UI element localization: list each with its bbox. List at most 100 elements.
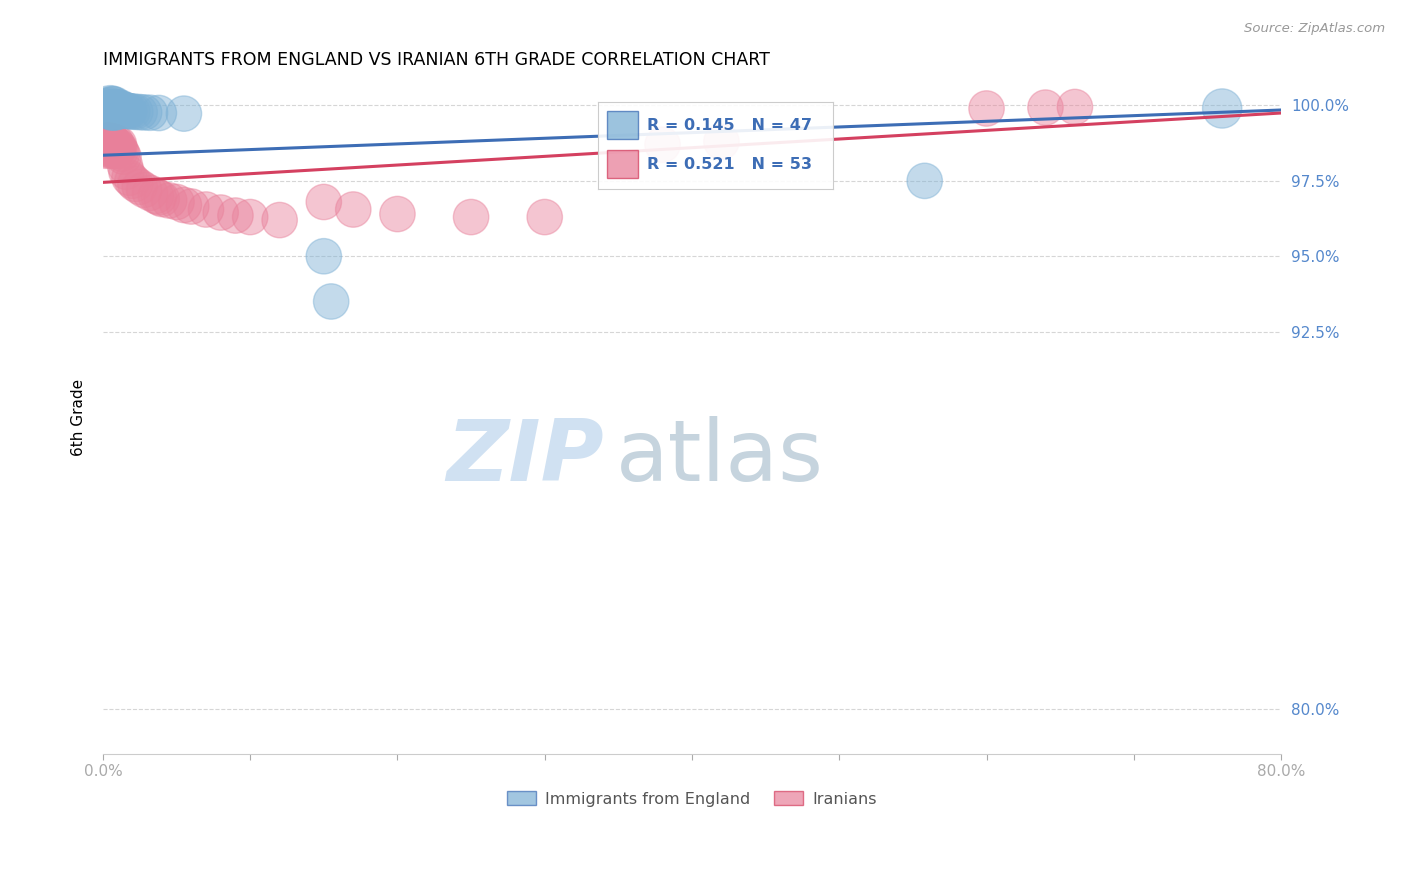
Point — [96, 100, 118, 114]
Point — [100, 136, 122, 151]
Y-axis label: 6th Grade: 6th Grade — [72, 379, 86, 456]
Point — [98, 101, 121, 115]
Point — [108, 102, 131, 116]
Point — [111, 103, 134, 117]
Point — [976, 102, 998, 116]
Point — [103, 137, 125, 152]
Point — [118, 170, 141, 185]
Point — [107, 103, 129, 117]
Point — [111, 146, 134, 161]
Point — [150, 192, 173, 206]
Point — [312, 249, 335, 263]
Point — [1035, 101, 1057, 115]
Point — [107, 142, 129, 156]
Text: IMMIGRANTS FROM ENGLAND VS IRANIAN 6TH GRADE CORRELATION CHART: IMMIGRANTS FROM ENGLAND VS IRANIAN 6TH G… — [103, 51, 769, 69]
Text: Source: ZipAtlas.com: Source: ZipAtlas.com — [1244, 22, 1385, 36]
Point — [269, 213, 291, 227]
Point — [110, 102, 132, 116]
Point — [104, 102, 127, 116]
Point — [134, 105, 156, 120]
Point — [103, 101, 125, 115]
Point — [124, 104, 146, 119]
Point — [1064, 100, 1087, 114]
Point — [145, 189, 167, 203]
Point — [112, 150, 135, 164]
Point — [97, 102, 120, 116]
Point — [105, 144, 128, 158]
Point — [148, 190, 170, 204]
Point — [94, 144, 117, 158]
Point — [209, 205, 232, 219]
Point — [128, 180, 150, 194]
Point — [710, 135, 733, 149]
Point — [104, 136, 127, 151]
Point — [128, 105, 150, 120]
Point — [96, 136, 118, 151]
Point — [124, 177, 146, 191]
Text: ZIP: ZIP — [446, 417, 603, 500]
Point — [107, 102, 129, 116]
Point — [105, 139, 128, 153]
Point — [195, 202, 218, 217]
Point — [239, 210, 262, 224]
Point — [98, 100, 121, 114]
Point — [104, 103, 127, 117]
Point — [180, 200, 202, 214]
Point — [173, 198, 195, 212]
Point — [103, 103, 125, 117]
Point — [103, 144, 125, 158]
Point — [148, 106, 170, 120]
Point — [1211, 102, 1233, 116]
Point — [108, 103, 131, 117]
Point — [97, 137, 120, 152]
Point — [104, 142, 127, 156]
Point — [533, 210, 555, 224]
Point — [94, 135, 117, 149]
Point — [103, 102, 125, 116]
Point — [166, 194, 188, 209]
Point — [110, 144, 132, 158]
Point — [118, 104, 141, 119]
Point — [312, 194, 335, 209]
Point — [107, 137, 129, 152]
Point — [321, 294, 343, 309]
Point — [98, 102, 121, 116]
Point — [173, 106, 195, 120]
Text: atlas: atlas — [616, 417, 824, 500]
Point — [134, 183, 156, 197]
Point — [105, 102, 128, 116]
Point — [117, 103, 139, 118]
Point — [105, 101, 128, 115]
Point — [108, 141, 131, 155]
Point — [114, 103, 136, 118]
Point — [98, 102, 121, 116]
Point — [100, 102, 122, 116]
Point — [115, 165, 138, 179]
Point — [460, 210, 482, 224]
Legend: Immigrants from England, Iranians: Immigrants from England, Iranians — [501, 785, 883, 814]
Point — [98, 135, 121, 149]
Point — [97, 101, 120, 115]
Point — [115, 103, 138, 118]
Point — [100, 103, 122, 117]
Point — [96, 141, 118, 155]
Point — [100, 102, 122, 116]
Point — [651, 137, 673, 152]
Point — [112, 103, 135, 117]
Point — [98, 144, 121, 158]
Point — [100, 141, 122, 155]
Point — [387, 207, 409, 221]
Point — [114, 159, 136, 173]
Point — [342, 202, 364, 217]
Point — [157, 194, 180, 208]
Point — [97, 142, 120, 156]
Point — [139, 186, 162, 200]
Point — [121, 104, 143, 119]
Point — [100, 101, 122, 115]
Point — [93, 137, 115, 152]
Point — [139, 105, 162, 120]
Point — [914, 174, 936, 188]
Point — [94, 102, 117, 116]
Point — [103, 102, 125, 116]
Point — [110, 102, 132, 116]
